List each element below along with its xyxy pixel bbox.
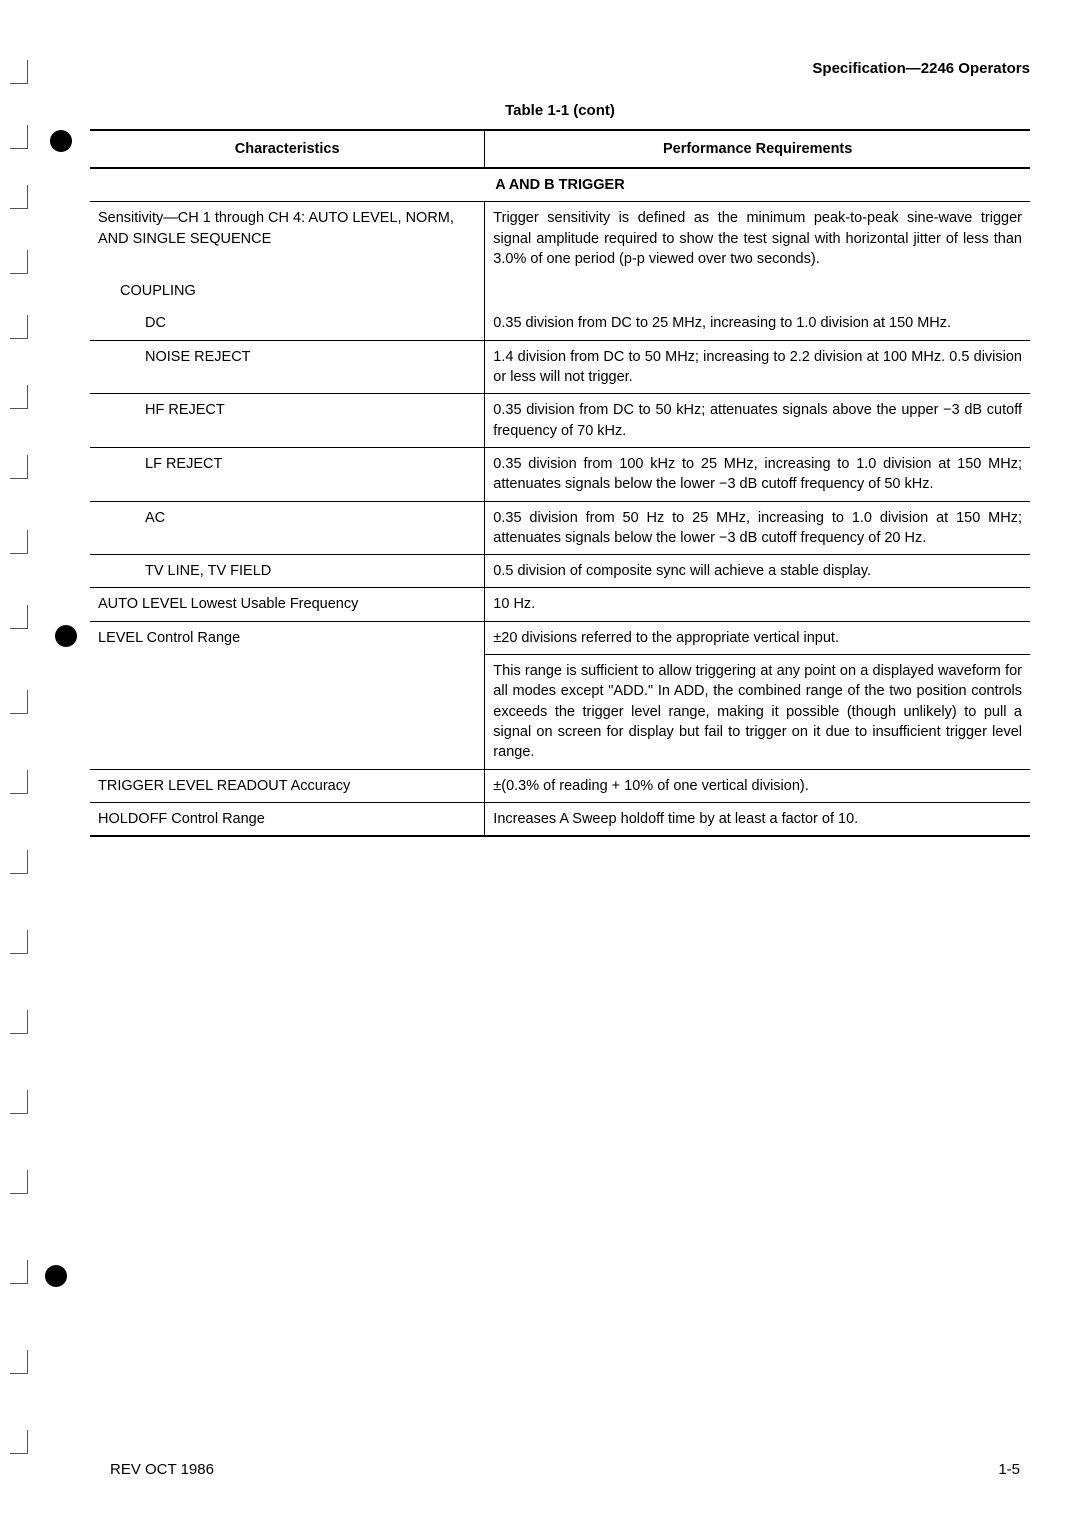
decorative-dot xyxy=(55,625,77,647)
table-row: TRIGGER LEVEL READOUT Accuracy ±(0.3% of… xyxy=(90,769,1030,802)
table-row: LEVEL Control Range ±20 divisions referr… xyxy=(90,621,1030,654)
table-row: NOISE REJECT 1.4 division from DC to 50 … xyxy=(90,340,1030,394)
char-cell: Sensitivity—CH 1 through CH 4: AUTO LEVE… xyxy=(90,202,485,275)
table-row: HF REJECT 0.35 division from DC to 50 kH… xyxy=(90,394,1030,448)
perf-cell: 0.35 division from 100 kHz to 25 MHz, in… xyxy=(485,447,1030,501)
table-caption: Table 1-1 (cont) xyxy=(90,102,1030,119)
char-cell: DC xyxy=(90,307,485,340)
perf-cell: This range is sufficient to allow trigge… xyxy=(485,655,1030,769)
perf-cell: ±(0.3% of reading + 10% of one vertical … xyxy=(485,769,1030,802)
binder-holes-decoration xyxy=(0,0,40,1528)
spec-table: Characteristics Performance Requirements… xyxy=(90,129,1030,837)
table-row: This range is sufficient to allow trigge… xyxy=(90,655,1030,769)
col2-header: Performance Requirements xyxy=(485,130,1030,168)
char-cell: AC xyxy=(90,501,485,555)
char-cell: NOISE REJECT xyxy=(90,340,485,394)
document-header: Specification—2246 Operators xyxy=(90,60,1030,77)
decorative-dot xyxy=(45,1265,67,1287)
perf-cell: 0.35 division from 50 Hz to 25 MHz, incr… xyxy=(485,501,1030,555)
table-row: COUPLING xyxy=(90,275,1030,307)
char-cell: LF REJECT xyxy=(90,447,485,501)
table-row: AC 0.35 division from 50 Hz to 25 MHz, i… xyxy=(90,501,1030,555)
perf-cell: Trigger sensitivity is defined as the mi… xyxy=(485,202,1030,275)
char-cell: HOLDOFF Control Range xyxy=(90,802,485,836)
perf-cell: 0.35 division from DC to 25 MHz, increas… xyxy=(485,307,1030,340)
perf-cell: 1.4 division from DC to 50 MHz; increasi… xyxy=(485,340,1030,394)
page-footer: REV OCT 1986 1-5 xyxy=(110,1461,1020,1478)
table-row: DC 0.35 division from DC to 25 MHz, incr… xyxy=(90,307,1030,340)
table-row: LF REJECT 0.35 division from 100 kHz to … xyxy=(90,447,1030,501)
decorative-dot xyxy=(50,130,72,152)
char-cell: TRIGGER LEVEL READOUT Accuracy xyxy=(90,769,485,802)
table-row: Sensitivity—CH 1 through CH 4: AUTO LEVE… xyxy=(90,202,1030,275)
table-row: HOLDOFF Control Range Increases A Sweep … xyxy=(90,802,1030,836)
perf-cell: ±20 divisions referred to the appropriat… xyxy=(485,621,1030,654)
char-cell: HF REJECT xyxy=(90,394,485,448)
char-cell: TV LINE, TV FIELD xyxy=(90,555,485,588)
perf-cell: 10 Hz. xyxy=(485,588,1030,621)
footer-left: REV OCT 1986 xyxy=(110,1461,214,1478)
char-cell: COUPLING xyxy=(90,275,485,307)
char-cell: AUTO LEVEL Lowest Usable Frequency xyxy=(90,588,485,621)
table-row: AUTO LEVEL Lowest Usable Frequency 10 Hz… xyxy=(90,588,1030,621)
char-cell xyxy=(90,655,485,769)
perf-cell: Increases A Sweep holdoff time by at lea… xyxy=(485,802,1030,836)
col1-header: Characteristics xyxy=(90,130,485,168)
footer-right: 1-5 xyxy=(998,1461,1020,1478)
section-title: A AND B TRIGGER xyxy=(90,168,1030,202)
perf-cell xyxy=(485,275,1030,307)
perf-cell: 0.5 division of composite sync will achi… xyxy=(485,555,1030,588)
table-row: TV LINE, TV FIELD 0.5 division of compos… xyxy=(90,555,1030,588)
perf-cell: 0.35 division from DC to 50 kHz; attenua… xyxy=(485,394,1030,448)
char-cell: LEVEL Control Range xyxy=(90,621,485,654)
